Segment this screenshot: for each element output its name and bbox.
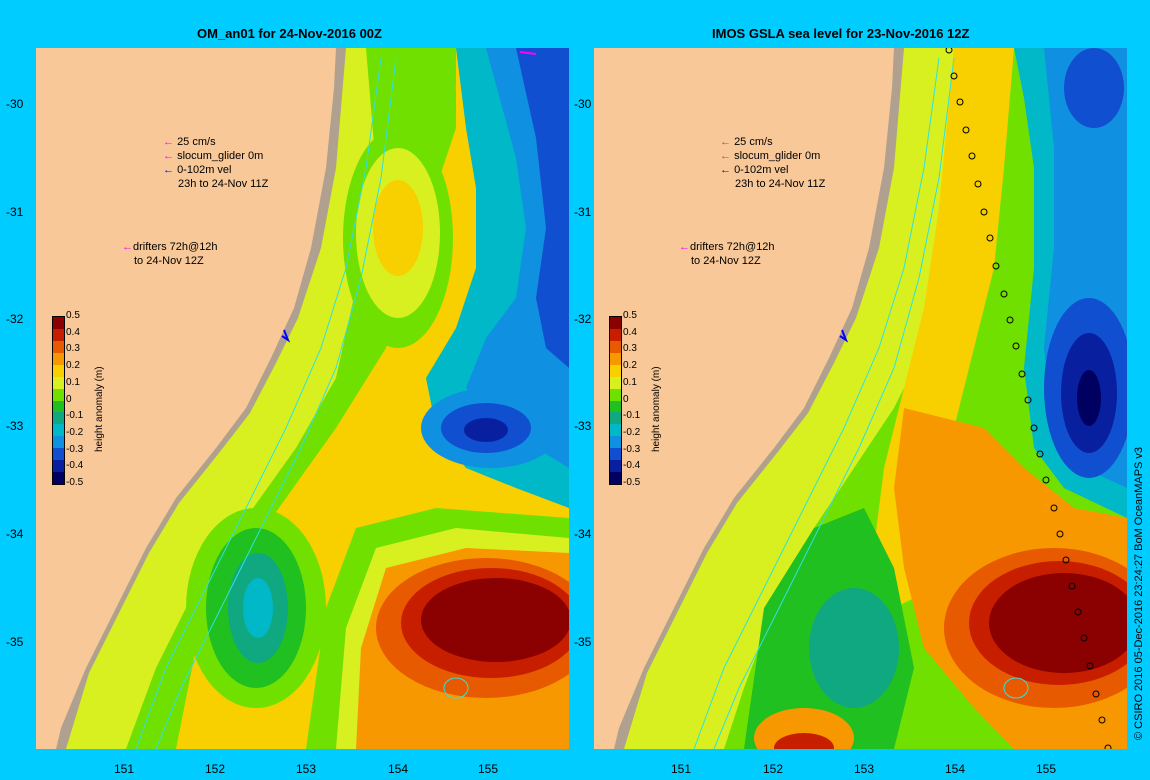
colorbar-swatch <box>53 472 64 485</box>
colorbar-swatch <box>53 364 64 378</box>
ytick-right: -33 <box>574 419 592 433</box>
colorbar-swatch <box>610 472 621 485</box>
ytick-left: -31 <box>6 205 24 219</box>
colorbar-swatch <box>53 460 64 473</box>
colorbar-swatch <box>53 317 64 330</box>
xtick-right: 154 <box>945 762 966 776</box>
xtick-left: 152 <box>205 762 226 776</box>
colorbar-swatch <box>53 328 64 342</box>
colorbar-swatch <box>610 352 621 366</box>
xtick-right: 151 <box>671 762 692 776</box>
colorbar-swatch <box>610 328 621 342</box>
legend-glider: slocum_glider 0m <box>177 150 264 162</box>
ytick-left: -35 <box>6 635 24 649</box>
ytick-right: -34 <box>574 527 592 541</box>
map-panel-right <box>594 48 1127 749</box>
legend-vel: 0-102m vel <box>177 164 232 176</box>
colorbar-tick-label: 0.1 <box>66 376 80 388</box>
colorbar-tick-label: -0.4 <box>623 460 641 472</box>
colorbar-tick-label: 0.3 <box>66 343 80 355</box>
ytick-right: -32 <box>574 312 592 326</box>
drifter-line-1: drifters 72h@12h <box>133 241 218 253</box>
legend-glider: slocum_glider 0m <box>734 150 821 162</box>
colorbar-tick-label: -0.4 <box>66 460 84 472</box>
legend-speed: 25 cm/s <box>177 136 216 148</box>
colorbar-swatch <box>53 436 64 449</box>
ytick-right: -30 <box>574 97 592 111</box>
colorbar-tick-label: -0.5 <box>623 477 641 488</box>
colorbar-swatch <box>610 317 621 330</box>
colorbar-tick-label: -0.5 <box>66 477 84 488</box>
colorbar-swatch <box>53 424 64 437</box>
colorbar-tick-label: -0.1 <box>66 410 84 422</box>
colorbar-swatch <box>53 352 64 366</box>
ytick-left: -30 <box>6 97 24 111</box>
colorbar-tick-label: -0.2 <box>66 426 84 438</box>
colorbar-swatch <box>53 388 64 401</box>
colorbar-swatch <box>610 424 621 437</box>
legend-vel: 0-102m vel <box>734 164 789 176</box>
colorbar-tick-label: -0.3 <box>623 443 641 455</box>
xtick-left: 155 <box>478 762 499 776</box>
drifter-line-2: to 24-Nov 12Z <box>691 255 761 267</box>
copyright-text: © CSIRO 2016 05-Dec-2016 23:24:27 BoM Oc… <box>1133 446 1145 740</box>
xtick-right: 155 <box>1036 762 1057 776</box>
drifter-legend-left: ←drifters 72h@12h to 24-Nov 12Z <box>122 241 218 267</box>
colorbar-tick-label: 0.3 <box>623 343 637 355</box>
ytick-left: -34 <box>6 527 24 541</box>
colorbar-swatch <box>610 364 621 378</box>
colorbar-swatch <box>610 448 621 461</box>
colorbar-tick-label: 0.5 <box>66 310 80 321</box>
colorbar-swatch <box>53 448 64 461</box>
colorbar-swatch <box>610 400 621 413</box>
panel-left-title: OM_an01 for 24-Nov-2016 00Z <box>197 26 382 41</box>
colorbar-swatches <box>52 316 65 485</box>
xtick-left: 153 <box>296 762 317 776</box>
colorbar-swatch <box>610 412 621 425</box>
xtick-left: 154 <box>388 762 409 776</box>
drifter-line-1: drifters 72h@12h <box>690 241 775 253</box>
colorbar-tick-label: -0.1 <box>623 410 641 422</box>
contour-map-right <box>594 48 1127 749</box>
colorbar-tick-label: -0.2 <box>623 426 641 438</box>
colorbar-tick-label: 0.2 <box>623 360 637 372</box>
colorbar-swatch <box>610 376 621 390</box>
contour-map-left <box>36 48 569 749</box>
colorbar-swatch <box>610 340 621 354</box>
colorbar-swatch <box>53 400 64 413</box>
colorbar-swatch <box>610 436 621 449</box>
colorbar-swatches <box>609 316 622 485</box>
colorbar-tick-label: 0 <box>66 393 72 405</box>
colorbar-tick-label: 0.1 <box>623 376 637 388</box>
colorbar-tick-label: 0.4 <box>66 326 80 338</box>
colorbar-tick-label: 0.2 <box>66 360 80 372</box>
legend-speed: 25 cm/s <box>734 136 773 148</box>
map-panel-left <box>36 48 569 749</box>
drifter-legend-right: ←drifters 72h@12h to 24-Nov 12Z <box>679 241 775 267</box>
drifter-line-2: to 24-Nov 12Z <box>134 255 204 267</box>
colorbar-title: height anomaly (m) <box>651 366 662 452</box>
xtick-left: 151 <box>114 762 135 776</box>
colorbar-tick-label: 0 <box>623 393 629 405</box>
ytick-right: -31 <box>574 205 592 219</box>
colorbar-tick-label: 0.5 <box>623 310 637 321</box>
panel-right-title: IMOS GSLA sea level for 23-Nov-2016 12Z <box>712 26 970 41</box>
colorbar-swatch <box>53 340 64 354</box>
colorbar-tick-label: 0.4 <box>623 326 637 338</box>
ytick-left: -33 <box>6 419 24 433</box>
colorbar-swatch <box>53 376 64 390</box>
legend-period: 23h to 24-Nov 11Z <box>735 178 826 190</box>
legend-right: ← 25 cm/s ← slocum_glider 0m ← 0-102m ve… <box>720 136 826 190</box>
colorbar-title: height anomaly (m) <box>94 366 105 452</box>
legend-period: 23h to 24-Nov 11Z <box>178 178 269 190</box>
colorbar-swatch <box>53 412 64 425</box>
legend-left: ← 25 cm/s ← slocum_glider 0m ← 0-102m ve… <box>163 136 269 190</box>
xtick-right: 152 <box>763 762 784 776</box>
colorbar-tick-label: -0.3 <box>66 443 84 455</box>
ytick-right: -35 <box>574 635 592 649</box>
ytick-left: -32 <box>6 312 24 326</box>
xtick-right: 153 <box>854 762 875 776</box>
colorbar-swatch <box>610 460 621 473</box>
colorbar-swatch <box>610 388 621 401</box>
